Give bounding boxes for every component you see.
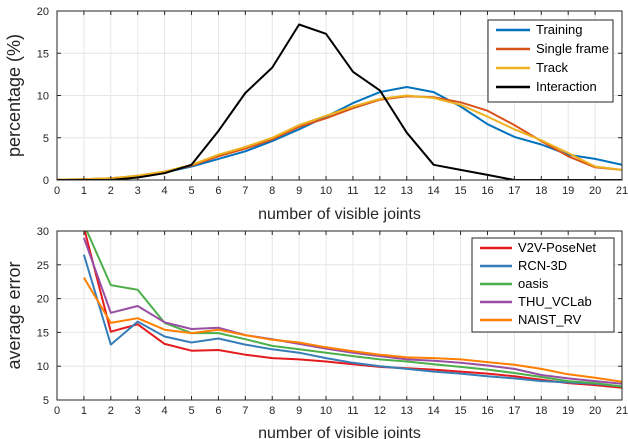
legend-entry: THU_VCLab <box>518 294 592 309</box>
x-tick-label: 8 <box>269 185 275 197</box>
x-tick-label: 1 <box>81 405 87 417</box>
x-axis-label: number of visible joints <box>258 206 421 223</box>
series-line-interaction <box>57 23 622 180</box>
legend-entry: RCN-3D <box>518 258 567 273</box>
legend-entry: Training <box>536 22 582 37</box>
x-tick-label: 18 <box>535 405 547 417</box>
x-tick-label: 1 <box>81 185 87 197</box>
x-tick-label: 7 <box>242 405 248 417</box>
y-tick-label: 25 <box>37 260 49 272</box>
x-tick-label: 0 <box>54 405 60 417</box>
legend-entry: Track <box>536 60 569 75</box>
x-tick-label: 12 <box>374 185 386 197</box>
series-line-thu-vclab <box>82 237 622 385</box>
y-axis-label: average error <box>4 261 24 369</box>
y-tick-label: 15 <box>37 327 49 339</box>
x-tick-label: 2 <box>108 185 114 197</box>
series-line-rcn-3d <box>82 254 622 388</box>
y-tick-label: 10 <box>37 91 49 103</box>
x-tick-label: 9 <box>296 405 302 417</box>
x-tick-label: 7 <box>242 185 248 197</box>
x-tick-label: 9 <box>296 185 302 197</box>
legend-entry: Interaction <box>536 79 597 94</box>
y-tick-label: 10 <box>37 361 49 373</box>
x-tick-label: 11 <box>347 405 358 417</box>
x-tick-label: 20 <box>589 405 601 417</box>
x-tick-label: 2 <box>108 405 114 417</box>
x-tick-label: 10 <box>320 185 332 197</box>
y-tick-label: 20 <box>37 6 49 18</box>
legend-entry: V2V-PoseNet <box>518 240 596 255</box>
x-tick-label: 5 <box>188 185 194 197</box>
y-tick-label: 30 <box>37 226 49 238</box>
y-tick-label: 5 <box>43 133 49 145</box>
series-line-naist-rv <box>83 277 622 383</box>
series-line-v2v-posenet <box>83 231 622 389</box>
x-tick-label: 3 <box>135 405 141 417</box>
axes-box <box>56 230 623 401</box>
x-tick-label: 18 <box>535 185 547 197</box>
y-tick-label: 15 <box>37 48 49 60</box>
x-tick-label: 20 <box>589 185 601 197</box>
y-axis-label: percentage (%) <box>4 34 24 157</box>
x-tick-label: 12 <box>374 405 386 417</box>
legend-box <box>487 19 614 103</box>
x-tick-label: 15 <box>454 405 466 417</box>
y-tick-label: 0 <box>43 175 49 187</box>
legend-entry: NAIST_RV <box>518 312 582 327</box>
x-tick-label: 19 <box>562 405 574 417</box>
x-tick-label: 4 <box>162 185 168 197</box>
x-tick-label: 21 <box>616 405 628 417</box>
x-tick-label: 19 <box>562 185 574 197</box>
legend: Training Single frame Track Interaction <box>487 19 614 103</box>
percentage-chart-panel: 0 1 2 3 4 5 6 7 8 9 10 11 12 13 14 15 16 17 18 19 20 21051015… <box>4 6 628 223</box>
x-tick-label: 8 <box>269 405 275 417</box>
x-tick-label: 6 <box>215 185 221 197</box>
average-error-chart-panel: 0 1 2 3 4 5 6 7 8 9 10 11 12 13 14 15 16 17 18 19 20 21510152… <box>4 226 628 439</box>
x-axis-label: number of visible joints <box>258 425 421 439</box>
series-line-track <box>57 94 622 180</box>
x-tick-label: 11 <box>347 185 358 197</box>
x-tick-label: 16 <box>481 405 493 417</box>
x-tick-label: 0 <box>54 185 60 197</box>
x-tick-label: 13 <box>401 185 413 197</box>
x-tick-label: 13 <box>401 405 413 417</box>
legend: V2V-PoseNet RCN-3D oasis THU_VCLab NAIST_RV <box>471 237 615 333</box>
x-tick-label: 6 <box>215 405 221 417</box>
series-line-oasis <box>85 231 622 388</box>
x-tick-label: 21 <box>616 185 628 197</box>
x-tick-label: 3 <box>135 185 141 197</box>
x-tick-label: 5 <box>188 405 194 417</box>
x-tick-label: 4 <box>162 405 168 417</box>
x-tick-label: 17 <box>508 405 520 417</box>
x-tick-label: 14 <box>428 185 440 197</box>
x-tick-label: 17 <box>508 185 520 197</box>
x-tick-label: 15 <box>454 185 466 197</box>
x-tick-label: 10 <box>320 405 332 417</box>
y-tick-label: 5 <box>43 395 49 407</box>
x-tick-label: 16 <box>481 185 493 197</box>
legend-entry: Single frame <box>536 41 609 56</box>
x-tick-label: 14 <box>428 405 440 417</box>
y-tick-label: 20 <box>37 294 49 306</box>
legend-entry: oasis <box>518 276 549 291</box>
